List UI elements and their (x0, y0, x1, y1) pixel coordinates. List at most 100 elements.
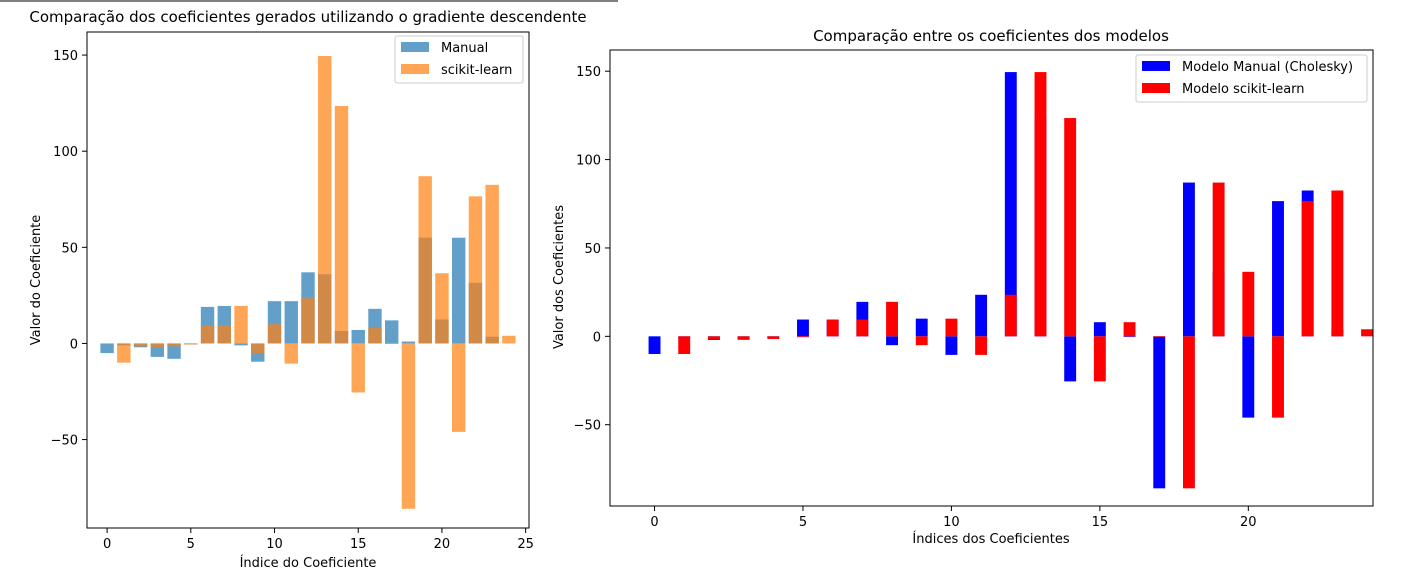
chart1-xtick-label-1: 5 (799, 515, 807, 530)
chart0-series1-bar-15 (368, 328, 382, 344)
chart1-series0-bar-10 (945, 336, 958, 355)
chart0-xtick-label-3: 15 (350, 537, 367, 552)
chart0-series0-bar-17 (385, 320, 399, 344)
right-legend-box (1135, 54, 1368, 103)
chart1-xtick-label-0: 0 (650, 515, 658, 530)
chart0-series0-bar-4 (167, 343, 181, 359)
chart0-series1-bar-21 (468, 196, 483, 344)
chart0-series1-bar-20 (451, 343, 466, 432)
chart1-series0-bar-20 (1242, 336, 1255, 418)
chart1-series1-bar-1 (707, 336, 720, 339)
chart1-series1-bar-12 (1034, 72, 1047, 337)
left-legend-swatch-sklearn (401, 64, 429, 74)
chart0-series1-bar-14 (351, 343, 365, 393)
chart0-ytick-label-4: 150 (53, 49, 78, 64)
chart1-series0-bar-14 (1064, 336, 1077, 382)
chart0-series1-bar-16 (385, 343, 399, 345)
chart0-series1-bar-11 (301, 298, 315, 344)
left-plot-frame (86, 31, 530, 529)
chart1-ytick-label-2: 50 (584, 242, 601, 257)
chart1-series1-bar-19 (1242, 271, 1255, 337)
chart0-series1-bar-10 (284, 343, 298, 364)
chart0-series1-bar-17 (401, 343, 416, 509)
chart0-series1-bar-0 (117, 343, 131, 363)
chart1-series1-bar-16 (1153, 336, 1166, 337)
chart1-series1-bar-2 (737, 336, 750, 340)
chart1-series0-bar-12 (1004, 72, 1017, 337)
chart0-xtick-label-5: 25 (517, 537, 534, 552)
chart0-series1-bar-4 (184, 343, 198, 345)
chart1-series0-bar-8 (886, 336, 898, 346)
chart1-series1-bar-8 (915, 336, 928, 346)
chart1-ytick-label-1: 0 (593, 330, 601, 345)
chart1-xtick-label-4: 20 (1240, 515, 1257, 530)
chart1-series1-bar-11 (1004, 294, 1017, 337)
chart1-series1-bar-5 (826, 319, 839, 337)
chart0-series1-bar-13 (334, 106, 349, 344)
chart1-series0-bar-11 (975, 294, 988, 337)
chart1-ytick-label-0: −50 (574, 419, 601, 434)
right-plot-frame (609, 49, 1374, 507)
left-y-axis-label: Valor do Coeficiente (29, 215, 44, 346)
left-x-ticks: 0 5 10 15 20 25 (103, 528, 534, 552)
left-x-axis-label: Índice do Coeficiente (240, 555, 377, 571)
chart0-series0-bar-21 (451, 237, 466, 344)
chart0-series1-bar-3 (167, 343, 181, 347)
chart0-ytick-label-1: 0 (70, 337, 78, 352)
right-y-ticks: −50 0 50 100 150 (574, 65, 610, 434)
right-chart: Comparação entre os coeficientes dos mod… (552, 27, 1374, 547)
chart0-series1-bar-19 (435, 273, 449, 344)
chart1-ytick-label-4: 150 (576, 65, 601, 80)
chart1-series1-bar-23 (1361, 329, 1374, 337)
chart0-xtick-label-0: 0 (103, 537, 111, 552)
chart0-series1-bar-18 (418, 176, 432, 344)
chart0-series1-bar-9 (267, 324, 282, 344)
chart0-series1-bar-23 (502, 335, 516, 344)
chart0-series0-bar-11 (284, 301, 298, 344)
right-x-ticks: 0 5 10 15 20 (650, 506, 1257, 530)
chart1-series0-bar-9 (915, 318, 928, 337)
left-legend: Manual scikit-learn (394, 35, 524, 84)
chart1-series1-bar-10 (975, 336, 988, 355)
chart0-series1-bar-6 (217, 325, 231, 344)
right-x-axis-label: Índices dos Coeficientes (912, 531, 1069, 547)
left-chart: Comparação dos coeficientes gerados util… (29, 8, 587, 571)
chart1-series0-bar-21 (1272, 201, 1284, 337)
chart0-series1-bar-1 (133, 343, 148, 347)
chart1-series1-bar-22 (1331, 190, 1344, 337)
left-legend-label-sklearn: scikit-learn (441, 63, 512, 78)
chart1-series1-bar-6 (856, 319, 869, 337)
chart0-series0-bar-8 (234, 343, 248, 346)
chart0-series1-bar-12 (318, 56, 332, 344)
chart1-series1-bar-21 (1301, 201, 1314, 337)
chart1-series1-bar-4 (797, 336, 809, 338)
right-chart-title: Comparação entre os coeficientes dos mod… (813, 27, 1169, 45)
chart0-series0-bar-18 (401, 341, 416, 344)
right-legend: Modelo Manual (Cholesky) Modelo scikit-l… (1135, 54, 1368, 103)
left-bars (100, 56, 516, 509)
chart0-xtick-label-1: 5 (187, 537, 195, 552)
chart0-series0-bar-0 (100, 343, 114, 354)
right-legend-swatch-sklearn (1142, 83, 1170, 93)
chart1-series1-bar-15 (1123, 322, 1136, 337)
left-legend-swatch-manual (401, 42, 429, 52)
chart1-series1-bar-17 (1182, 336, 1195, 489)
chart1-series0-bar-5 (797, 319, 809, 337)
chart0-series1-bar-8 (251, 343, 265, 354)
chart0-ytick-label-2: 50 (61, 241, 78, 256)
chart0-ytick-label-0: −50 (51, 434, 78, 449)
chart0-ytick-label-3: 100 (53, 145, 78, 160)
chart1-series1-bar-7 (886, 301, 898, 337)
chart1-series1-bar-0 (678, 336, 691, 354)
chart1-series0-bar-17 (1153, 336, 1166, 489)
chart1-series0-bar-15 (1093, 322, 1106, 337)
chart1-series0-bar-7 (856, 301, 869, 337)
chart0-xtick-label-2: 10 (266, 537, 283, 552)
chart1-series0-bar-16 (1123, 336, 1136, 337)
chart1-series1-bar-3 (767, 336, 780, 339)
chart1-series0-bar-18 (1182, 182, 1195, 337)
right-legend-label-sklearn: Modelo scikit-learn (1182, 82, 1305, 97)
chart1-series1-bar-9 (945, 318, 958, 337)
chart1-series0-bar-0 (648, 336, 661, 354)
